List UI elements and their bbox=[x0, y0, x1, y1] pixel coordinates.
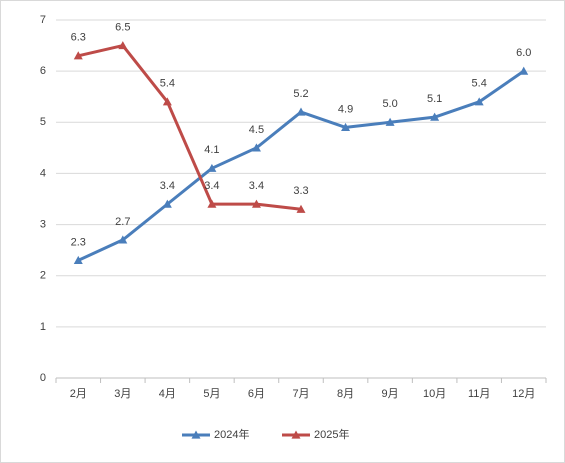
marker bbox=[519, 66, 529, 75]
data-label: 4.1 bbox=[204, 144, 219, 156]
marker bbox=[296, 204, 306, 213]
marker bbox=[73, 255, 83, 264]
data-label: 6.3 bbox=[71, 32, 86, 44]
y-tick-label: 0 bbox=[40, 372, 46, 384]
data-label: 5.4 bbox=[160, 78, 175, 90]
x-tick-label: 5月 bbox=[203, 388, 220, 400]
y-tick-label: 1 bbox=[40, 321, 46, 333]
y-tick-label: 5 bbox=[40, 116, 46, 128]
data-label: 5.4 bbox=[472, 78, 487, 90]
x-tick-label: 11月 bbox=[468, 388, 490, 400]
data-label: 3.4 bbox=[204, 180, 219, 192]
y-tick-label: 6 bbox=[40, 65, 46, 77]
data-label: 5.0 bbox=[382, 98, 397, 110]
data-label: 5.1 bbox=[427, 93, 442, 105]
data-label: 5.2 bbox=[293, 88, 308, 100]
marker bbox=[296, 107, 306, 116]
x-tick-label: 4月 bbox=[159, 388, 176, 400]
marker bbox=[385, 117, 395, 126]
data-label: 3.3 bbox=[293, 185, 308, 197]
data-label: 4.5 bbox=[249, 124, 264, 136]
data-label: 4.9 bbox=[338, 103, 353, 115]
legend-label: 2024年 bbox=[214, 427, 249, 441]
y-tick-label: 4 bbox=[40, 167, 46, 179]
marker bbox=[341, 122, 351, 131]
x-tick-label: 9月 bbox=[382, 388, 399, 400]
data-label: 3.4 bbox=[160, 180, 175, 192]
marker bbox=[207, 199, 217, 208]
data-label: 6.5 bbox=[115, 21, 130, 33]
legend-label: 2025年 bbox=[314, 427, 349, 441]
data-label: 2.7 bbox=[115, 216, 130, 228]
marker bbox=[73, 51, 83, 60]
y-tick-label: 3 bbox=[40, 218, 46, 230]
marker bbox=[162, 97, 172, 106]
x-tick-label: 12月 bbox=[512, 388, 535, 400]
x-tick-label: 8月 bbox=[337, 388, 354, 400]
y-tick-label: 2 bbox=[40, 270, 46, 282]
x-tick-label: 2月 bbox=[70, 388, 87, 400]
data-label: 6.0 bbox=[516, 47, 531, 59]
marker bbox=[474, 97, 484, 106]
marker bbox=[251, 143, 261, 152]
marker bbox=[162, 199, 172, 208]
marker bbox=[118, 41, 128, 50]
marker bbox=[251, 199, 261, 208]
legend-marker bbox=[191, 430, 201, 439]
data-label: 2.3 bbox=[71, 236, 86, 248]
marker bbox=[118, 235, 128, 244]
data-label: 3.4 bbox=[249, 180, 264, 192]
x-tick-label: 7月 bbox=[292, 388, 309, 400]
x-tick-label: 10月 bbox=[423, 388, 446, 400]
y-tick-label: 7 bbox=[40, 14, 46, 26]
marker bbox=[207, 163, 217, 172]
marker bbox=[430, 112, 440, 121]
x-tick-label: 3月 bbox=[114, 388, 131, 400]
series-line bbox=[77, 44, 302, 211]
legend-marker bbox=[291, 430, 301, 439]
x-tick-label: 6月 bbox=[248, 388, 265, 400]
